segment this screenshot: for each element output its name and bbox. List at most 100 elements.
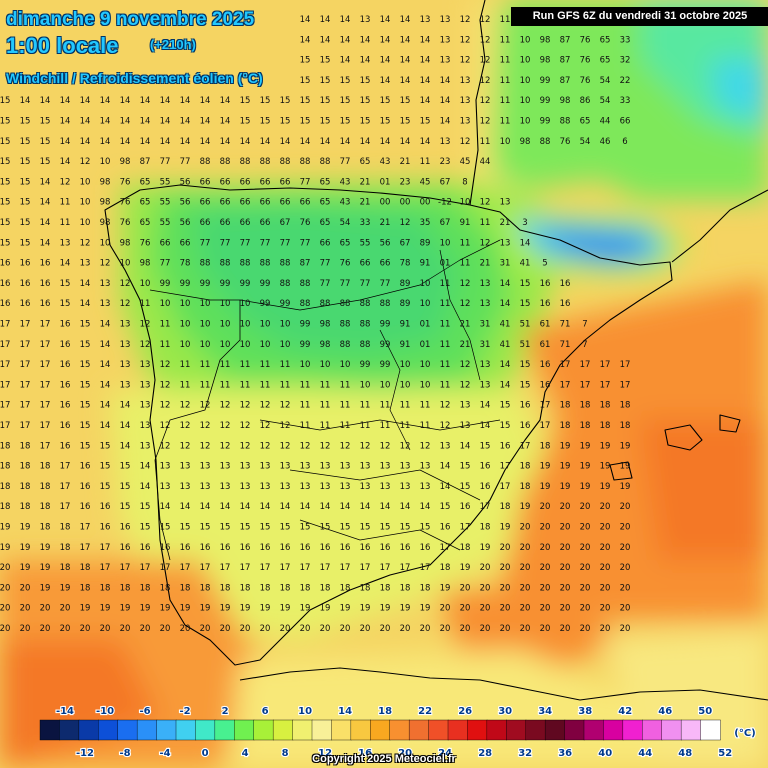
- grid-value: 18: [120, 583, 131, 593]
- grid-value: 15: [240, 96, 251, 106]
- grid-value: 19: [300, 604, 311, 614]
- grid-value: 98: [120, 238, 131, 248]
- grid-value: 15: [360, 96, 371, 106]
- grid-value: 15: [20, 137, 31, 147]
- grid-value: 87: [560, 35, 571, 45]
- grid-value: 17: [20, 421, 31, 431]
- grid-value: 19: [580, 441, 591, 451]
- grid-value: 65: [600, 56, 611, 66]
- grid-value: 14: [180, 502, 191, 512]
- grid-value: 12: [160, 441, 171, 451]
- grid-value: 11: [500, 117, 511, 127]
- grid-value: 11: [340, 401, 351, 411]
- grid-value: 20: [540, 563, 551, 573]
- grid-value: 11: [460, 238, 471, 248]
- grid-value: 15: [460, 482, 471, 492]
- grid-value: 12: [260, 421, 271, 431]
- grid-value: 20: [260, 624, 271, 634]
- grid-value: 18: [200, 583, 211, 593]
- grid-value: 19: [560, 462, 571, 472]
- grid-value: 14: [340, 502, 351, 512]
- grid-value: 16: [520, 421, 531, 431]
- grid-value: 99: [360, 360, 371, 370]
- grid-value: 33: [360, 218, 371, 228]
- grid-value: 88: [240, 259, 251, 269]
- grid-value: 12: [140, 340, 151, 350]
- grid-value: 18: [560, 421, 571, 431]
- grid-value: 01: [440, 259, 451, 269]
- grid-value: 17: [40, 360, 51, 370]
- grid-value: 15: [340, 76, 351, 86]
- grid-value: 17: [20, 340, 31, 350]
- grid-value: 14: [380, 76, 391, 86]
- grid-value: 15: [20, 177, 31, 187]
- grid-value: 18: [580, 401, 591, 411]
- grid-value: 67: [440, 218, 451, 228]
- grid-value: 15: [0, 198, 10, 208]
- grid-value: 10: [100, 157, 111, 167]
- grid-value: 11: [300, 401, 311, 411]
- grid-value: 19: [320, 604, 331, 614]
- grid-value: 98: [100, 198, 111, 208]
- grid-value: 14: [80, 299, 91, 309]
- grid-value: 14: [180, 137, 191, 147]
- grid-value: 20: [540, 583, 551, 593]
- grid-value: 54: [600, 76, 611, 86]
- grid-value: 77: [280, 238, 291, 248]
- legend-swatch: [408, 719, 430, 741]
- grid-value: 15: [20, 238, 31, 248]
- grid-value: 13: [420, 462, 431, 472]
- grid-value: 11: [400, 401, 411, 411]
- grid-value: 20: [120, 624, 131, 634]
- grid-value: 16: [20, 279, 31, 289]
- grid-value: 17: [100, 563, 111, 573]
- grid-value: 99: [380, 360, 391, 370]
- grid-value: 16: [540, 380, 551, 390]
- grid-value: 99: [540, 117, 551, 127]
- grid-value: 6: [622, 137, 627, 147]
- grid-value: 14: [320, 137, 331, 147]
- grid-value: 13: [280, 482, 291, 492]
- grid-value: 20: [160, 624, 171, 634]
- grid-value: 18: [60, 563, 71, 573]
- grid-value: 13: [500, 198, 511, 208]
- grid-value: 98: [560, 96, 571, 106]
- grid-value: 88: [360, 320, 371, 330]
- grid-value: 15: [0, 137, 10, 147]
- grid-value: 99: [160, 279, 171, 289]
- grid-value: 14: [440, 96, 451, 106]
- grid-value: 18: [380, 583, 391, 593]
- grid-value: 76: [120, 218, 131, 228]
- grid-value: 21: [400, 157, 411, 167]
- grid-value: 18: [540, 441, 551, 451]
- grid-value: 13: [100, 299, 111, 309]
- grid-value: 14: [140, 96, 151, 106]
- grid-value: 17: [460, 523, 471, 533]
- grid-value: 15: [400, 117, 411, 127]
- grid-value: 15: [320, 76, 331, 86]
- grid-value: 13: [120, 340, 131, 350]
- legend-top-label: 30: [498, 706, 512, 717]
- grid-value: 00: [420, 198, 431, 208]
- grid-value: 18: [60, 543, 71, 553]
- grid-value: 16: [80, 502, 91, 512]
- grid-value: 17: [40, 441, 51, 451]
- coastlines: [104, 0, 768, 701]
- grid-value: 14: [420, 35, 431, 45]
- grid-value: 12: [480, 15, 491, 25]
- grid-value: 20: [600, 543, 611, 553]
- grid-value: 14: [120, 401, 131, 411]
- grid-value: 14: [320, 15, 331, 25]
- grid-value: 19: [380, 604, 391, 614]
- grid-value: 13: [80, 259, 91, 269]
- grid-value: 15: [520, 360, 531, 370]
- grid-value: 14: [260, 502, 271, 512]
- grid-value: 19: [580, 462, 591, 472]
- grid-value: 18: [160, 583, 171, 593]
- grid-value: 55: [360, 238, 371, 248]
- grid-value: 19: [20, 523, 31, 533]
- grid-value: 20: [340, 624, 351, 634]
- grid-value: 18: [60, 523, 71, 533]
- grid-value: 98: [320, 320, 331, 330]
- legend-bottom-label: 12: [318, 748, 332, 759]
